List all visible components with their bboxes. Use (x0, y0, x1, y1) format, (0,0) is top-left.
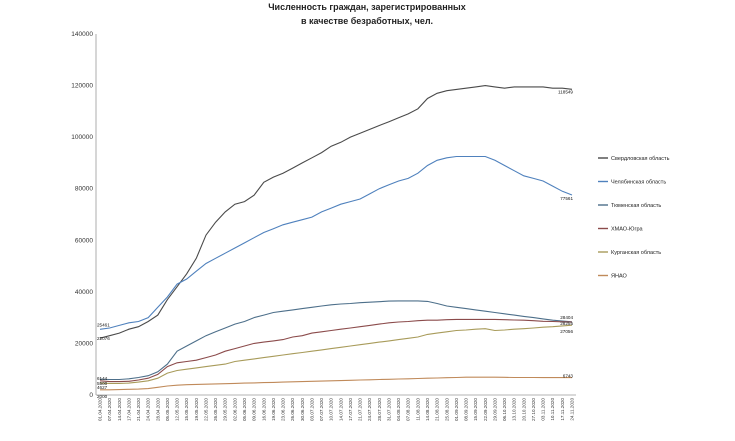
x-tick-label: 07.07.2020 (319, 398, 324, 421)
series-line-5 (99, 324, 573, 384)
x-tick-label: 22.09.2020 (483, 398, 488, 421)
x-tick-label: 10.07.2020 (329, 398, 334, 421)
y-tick-label: 0 (89, 392, 93, 399)
x-tick-label: 02.06.2020 (232, 398, 237, 421)
x-tick-label: 04.08.2020 (396, 398, 401, 421)
x-tick-label: 30.06.2020 (300, 398, 305, 421)
y-tick-label: 60000 (75, 237, 93, 244)
data-label-start: 6144 (97, 376, 108, 381)
data-label-end: 77561 (560, 196, 573, 201)
chart-title-line-1: Численность граждан, зарегистрированных (268, 2, 466, 12)
data-label-start: 4627 (97, 385, 108, 390)
x-tick-label: 26.05.2020 (213, 398, 218, 421)
series-line-6 (100, 376, 572, 391)
series-line-2 (99, 155, 573, 330)
y-tick-label: 20000 (75, 340, 93, 347)
data-label-end: 118549 (558, 89, 573, 94)
x-tick-label: 14.04.2020 (117, 398, 122, 421)
x-tick-label: 01.09.2020 (454, 398, 459, 421)
data-label-end: 6743 (563, 374, 574, 379)
x-tick-label: 21.07.2020 (358, 398, 363, 421)
data-label-start: 22076 (97, 336, 110, 341)
series-line-3 (99, 300, 573, 381)
data-label-start: 5500 (97, 381, 108, 386)
x-tick-label: 12.05.2020 (175, 398, 180, 421)
y-tick-label: 140000 (71, 31, 93, 38)
x-tick-label: 17.11.2020 (560, 398, 565, 421)
x-tick-label: 05.05.2020 (165, 398, 170, 421)
x-tick-label: 14.08.2020 (425, 398, 430, 421)
x-tick-label: 16.06.2020 (261, 398, 266, 421)
x-tick-label: 08.09.2020 (464, 398, 469, 421)
x-tick-label: 07.08.2020 (406, 398, 411, 421)
x-tick-label: 29.09.2020 (492, 398, 497, 421)
x-tick-labels: 01.04.2020 07.04.2020 14.04.2020 17.04.2020… (98, 398, 575, 421)
x-tick-label: 15.09.2020 (473, 398, 478, 421)
x-tick-label: 14.07.2020 (338, 398, 343, 421)
x-tick-label: 07.04.2020 (107, 398, 112, 421)
x-tick-label: 31.07.2020 (386, 398, 391, 421)
x-tick-label: 21.08.2020 (435, 398, 440, 421)
data-label-start: 25461 (97, 322, 110, 327)
y-tick-labels: 0 20000 40000 60000 80000 100000 120000 140000 (71, 31, 93, 399)
legend-label: ЯНАО (611, 274, 627, 280)
data-label-end: 27056 (560, 329, 573, 334)
x-tick-label: 29.05.2020 (223, 398, 228, 421)
x-tick-label: 25.08.2020 (444, 398, 449, 421)
legend-label: Свердловская область (611, 156, 670, 162)
chart-title-line-2: в качестве безработных, чел. (301, 16, 433, 26)
x-tick-label: 19.06.2020 (271, 398, 276, 421)
x-tick-label: 26.06.2020 (290, 398, 295, 421)
x-tick-label: 23.06.2020 (281, 398, 286, 421)
x-tick-label: 05.06.2020 (242, 398, 247, 421)
x-tick-label: 03.07.2020 (309, 398, 314, 421)
y-tick-label: 120000 (71, 83, 93, 90)
data-labels: 22076 118549 25461 77561 6144 28404 5500 28255 4… (97, 89, 573, 399)
y-tick-label: 100000 (71, 134, 93, 141)
x-tick-label: 21.04.2020 (136, 398, 141, 421)
x-tick-label: 24.11.2020 (570, 398, 575, 421)
x-tick-label: 19.05.2020 (194, 398, 199, 421)
x-tick-label: 17.04.2020 (126, 398, 131, 421)
series-line-1 (99, 85, 573, 339)
y-tick-label: 80000 (75, 186, 93, 193)
data-label-end: 28404 (560, 315, 573, 320)
data-label-start: 2000 (97, 394, 108, 399)
x-tick-label: 17.07.2020 (348, 398, 353, 421)
x-tick-label: 10.11.2020 (550, 398, 555, 421)
x-tick-label: 28.07.2020 (377, 398, 382, 421)
x-tick-label: 24.04.2020 (146, 398, 151, 421)
x-tick-label: 20.10.2020 (521, 398, 526, 421)
x-tick-label: 11.08.2020 (415, 398, 420, 421)
x-tick-label: 22.05.2020 (203, 398, 208, 421)
series-lines (99, 85, 573, 391)
x-tick-label: 01.04.2020 (98, 398, 103, 421)
legend-label: Тюменская область (611, 203, 661, 209)
x-tick-label: 13.10.2020 (512, 398, 517, 421)
x-tick-label: 24.07.2020 (367, 398, 372, 421)
legend-label: ХМАО-Югра (611, 227, 644, 233)
x-tick-label: 15.05.2020 (184, 398, 189, 421)
data-label-end: 28255 (560, 321, 573, 326)
x-tick-label: 27.10.2020 (531, 398, 536, 421)
series-line-4 (99, 318, 573, 383)
x-tick-label: 28.04.2020 (155, 398, 160, 421)
x-tick-label: 09.06.2020 (252, 398, 257, 421)
legend: Свердловская область Челябинская область Т… (598, 156, 670, 280)
y-tick-label: 40000 (75, 289, 93, 296)
x-tick-label: 06.10.2020 (502, 398, 507, 421)
legend-label: Курганская область (611, 250, 661, 256)
x-tick-label: 03.11.2020 (541, 398, 546, 421)
legend-label: Челябинская область (611, 180, 666, 186)
